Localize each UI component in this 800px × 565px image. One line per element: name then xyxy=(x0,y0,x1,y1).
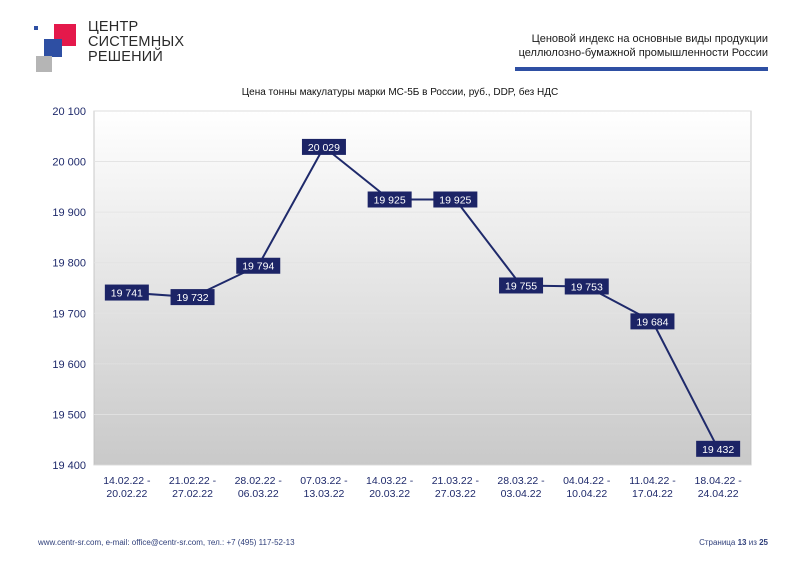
data-label-text: 19 925 xyxy=(439,195,471,207)
x-tick-label: 10.04.22 xyxy=(566,488,607,500)
data-label: 19 432 xyxy=(696,440,741,457)
report-header: Ценовой индекс на основные виды продукци… xyxy=(498,32,768,60)
y-tick-label: 19 500 xyxy=(52,409,86,421)
logo-blue-square xyxy=(44,39,62,57)
logo-dot xyxy=(34,26,38,30)
header-line-1: Ценовой индекс на основные виды продукци… xyxy=(531,33,768,45)
data-label-text: 19 741 xyxy=(111,288,143,300)
data-label: 19 755 xyxy=(499,277,544,294)
x-tick-label: 24.04.22 xyxy=(698,488,739,500)
y-tick-label: 19 700 xyxy=(52,308,86,320)
y-tick-label: 19 600 xyxy=(52,359,86,371)
data-label-box xyxy=(236,257,281,274)
data-label: 19 794 xyxy=(236,257,281,274)
x-tick-label: 03.04.22 xyxy=(501,488,542,500)
data-label-text: 19 755 xyxy=(505,280,537,292)
data-label: 19 741 xyxy=(104,284,149,301)
data-label-box xyxy=(104,284,149,301)
x-tick-label: 18.04.22 - xyxy=(695,475,743,487)
page-total: 25 xyxy=(759,538,768,547)
data-label-text: 19 925 xyxy=(374,195,406,207)
data-label: 19 732 xyxy=(170,289,215,306)
company-logo xyxy=(34,24,76,72)
x-tick-label: 21.03.22 - xyxy=(432,475,480,487)
x-tick-label: 11.04.22 - xyxy=(629,475,676,487)
plot-area xyxy=(93,110,752,466)
data-label-box xyxy=(696,440,741,457)
page-of-word: из xyxy=(748,538,757,547)
x-tick-label: 28.02.22 - xyxy=(235,475,283,487)
data-label: 19 925 xyxy=(367,191,412,208)
data-label-text: 19 684 xyxy=(636,316,668,328)
data-label: 19 753 xyxy=(564,278,609,295)
header-line-2: целлюлозно-бумажной промышленности Росси… xyxy=(518,47,768,59)
data-label-text: 19 432 xyxy=(702,444,734,456)
header-accent-bar xyxy=(515,67,768,71)
data-label-text: 19 794 xyxy=(242,261,274,273)
y-tick-label: 19 900 xyxy=(52,207,86,219)
data-label-box xyxy=(367,191,412,208)
x-tick-label: 27.03.22 xyxy=(435,488,476,500)
series-line xyxy=(126,145,720,450)
data-label-text: 20 029 xyxy=(308,142,340,154)
footer-page-info: Страница 13 из 25 xyxy=(699,538,768,547)
page-number: 13 xyxy=(737,538,747,547)
x-tick-label: 28.03.22 - xyxy=(497,475,545,487)
y-tick-label: 19 400 xyxy=(52,460,86,472)
x-tick-label: 20.02.22 xyxy=(106,488,147,500)
y-tick-label: 20 000 xyxy=(52,157,86,169)
data-label-text: 19 732 xyxy=(176,292,208,304)
logo-gray-square xyxy=(36,56,52,72)
x-tick-label: 27.02.22 xyxy=(172,488,213,500)
footer-contacts: www.centr-sr.com, e-mail: office@centr-s… xyxy=(38,538,295,547)
y-tick-label: 20 100 xyxy=(52,106,86,118)
x-tick-label: 07.03.22 - xyxy=(300,475,348,487)
chart-title: Цена тонны макулатуры марки МС-5Б в Росс… xyxy=(241,87,559,98)
x-tick-label: 17.04.22 xyxy=(632,488,673,500)
data-label-box xyxy=(564,278,609,295)
logo-line-3: РЕШЕНИЙ xyxy=(88,49,164,65)
data-label-box xyxy=(170,289,215,306)
x-tick-label: 06.03.22 xyxy=(238,488,279,500)
x-tick-label: 04.04.22 - xyxy=(563,475,611,487)
data-label-box xyxy=(499,277,544,294)
data-label-box xyxy=(301,138,346,155)
data-label-box xyxy=(433,191,478,208)
x-tick-label: 21.02.22 - xyxy=(169,475,217,487)
y-tick-label: 19 800 xyxy=(52,258,86,270)
x-tick-label: 14.02.22 - xyxy=(103,475,151,487)
data-label-text: 19 753 xyxy=(571,281,603,293)
logo-line-1: ЦЕНТР xyxy=(88,19,139,35)
page-word: Страница xyxy=(699,538,736,547)
data-label: 19 684 xyxy=(630,313,675,330)
data-label: 19 925 xyxy=(433,191,478,208)
x-tick-label: 20.03.22 xyxy=(369,488,410,500)
logo-line-2: СИСТЕМНЫХ xyxy=(88,34,185,50)
x-tick-label: 14.03.22 - xyxy=(366,475,414,487)
logo-wordmark: ЦЕНТР СИСТЕМНЫХ РЕШЕНИЙ xyxy=(88,20,184,65)
data-label: 20 029 xyxy=(301,138,346,155)
x-tick-label: 13.03.22 xyxy=(304,488,345,500)
data-label-box xyxy=(630,313,675,330)
